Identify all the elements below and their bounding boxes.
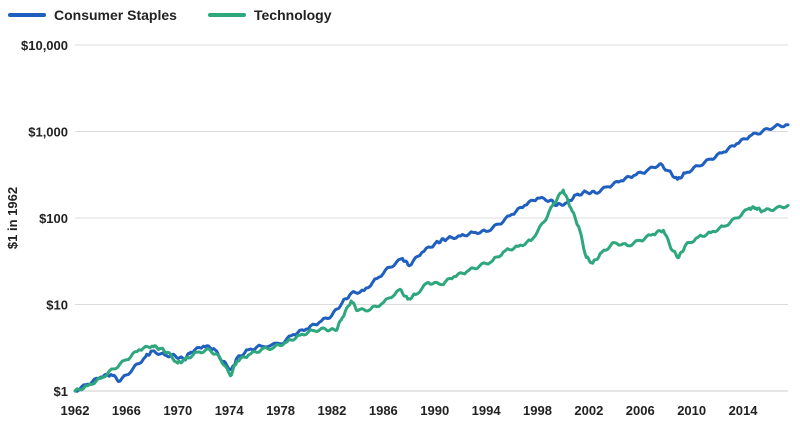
y-tick-label: $1,000	[28, 125, 68, 140]
x-tick-label: 2010	[677, 403, 706, 418]
legend-label: Consumer Staples	[54, 7, 177, 23]
x-tick-label: 1978	[266, 403, 295, 418]
x-tick-label: 1986	[369, 403, 398, 418]
y-axis-ticks: $1 $10 $100 $1,000 $10,000	[21, 38, 68, 399]
y-tick-label: $100	[39, 211, 68, 226]
series-line-technology	[73, 188, 790, 393]
x-tick-label: 1962	[61, 403, 90, 418]
y-axis-title-group: $1 in 1962	[5, 187, 20, 249]
series-lines	[73, 122, 790, 393]
x-tick-label: 2014	[729, 403, 759, 418]
y-tick-label: $10	[46, 298, 68, 313]
x-tick-label: 1994	[472, 403, 502, 418]
x-axis-ticks: 1962 1966 1970 1974 1978 1982 1986 1990 1994 1998…	[61, 403, 759, 418]
x-tick-label: 1970	[163, 403, 192, 418]
x-tick-label: 1998	[523, 403, 552, 418]
legend-label: Technology	[254, 7, 332, 23]
y-axis-title: $1 in 1962	[5, 187, 20, 249]
legend: Consumer Staples Technology	[8, 7, 332, 23]
x-tick-label: 1982	[317, 403, 346, 418]
x-tick-label: 1990	[420, 403, 449, 418]
x-tick-label: 1974	[215, 403, 245, 418]
series-line-consumer-staples	[73, 122, 790, 393]
y-tick-label: $10,000	[21, 38, 68, 53]
gridlines	[75, 44, 788, 392]
x-tick-label: 2006	[626, 403, 655, 418]
y-tick-label: $1	[54, 384, 68, 399]
x-tick-label: 1966	[112, 403, 141, 418]
x-tick-label: 2002	[574, 403, 603, 418]
